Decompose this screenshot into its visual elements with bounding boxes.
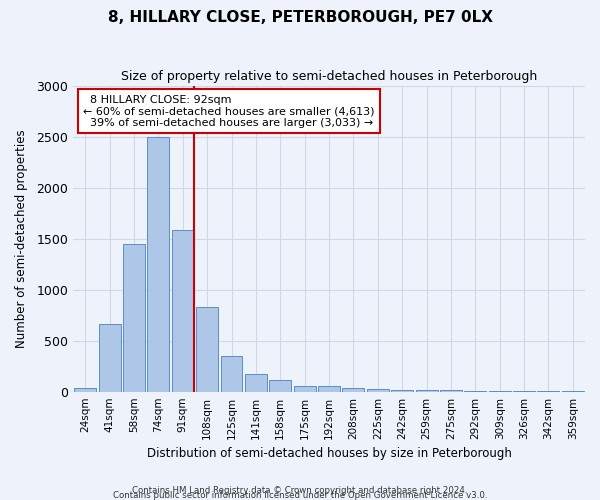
Bar bbox=[489, 391, 511, 392]
Text: Contains public sector information licensed under the Open Government Licence v3: Contains public sector information licen… bbox=[113, 491, 487, 500]
Bar bbox=[172, 230, 194, 392]
X-axis label: Distribution of semi-detached houses by size in Peterborough: Distribution of semi-detached houses by … bbox=[146, 447, 511, 460]
Bar bbox=[538, 391, 559, 392]
Text: Contains HM Land Registry data © Crown copyright and database right 2024.: Contains HM Land Registry data © Crown c… bbox=[132, 486, 468, 495]
Bar bbox=[196, 307, 218, 392]
Bar bbox=[221, 356, 242, 392]
Bar bbox=[440, 390, 462, 392]
Y-axis label: Number of semi-detached properties: Number of semi-detached properties bbox=[15, 130, 28, 348]
Bar bbox=[343, 388, 364, 392]
Bar bbox=[269, 380, 291, 392]
Bar bbox=[293, 386, 316, 392]
Bar bbox=[123, 244, 145, 392]
Bar bbox=[513, 391, 535, 392]
Bar bbox=[148, 136, 169, 392]
Bar bbox=[562, 391, 584, 392]
Bar bbox=[98, 324, 121, 392]
Text: 8, HILLARY CLOSE, PETERBOROUGH, PE7 0LX: 8, HILLARY CLOSE, PETERBOROUGH, PE7 0LX bbox=[107, 10, 493, 25]
Bar bbox=[464, 391, 486, 392]
Bar bbox=[318, 386, 340, 392]
Bar bbox=[245, 374, 267, 392]
Title: Size of property relative to semi-detached houses in Peterborough: Size of property relative to semi-detach… bbox=[121, 70, 537, 83]
Text: 8 HILLARY CLOSE: 92sqm
← 60% of semi-detached houses are smaller (4,613)
  39% o: 8 HILLARY CLOSE: 92sqm ← 60% of semi-det… bbox=[83, 94, 375, 128]
Bar bbox=[367, 389, 389, 392]
Bar bbox=[416, 390, 437, 392]
Bar bbox=[74, 388, 96, 392]
Bar bbox=[391, 390, 413, 392]
